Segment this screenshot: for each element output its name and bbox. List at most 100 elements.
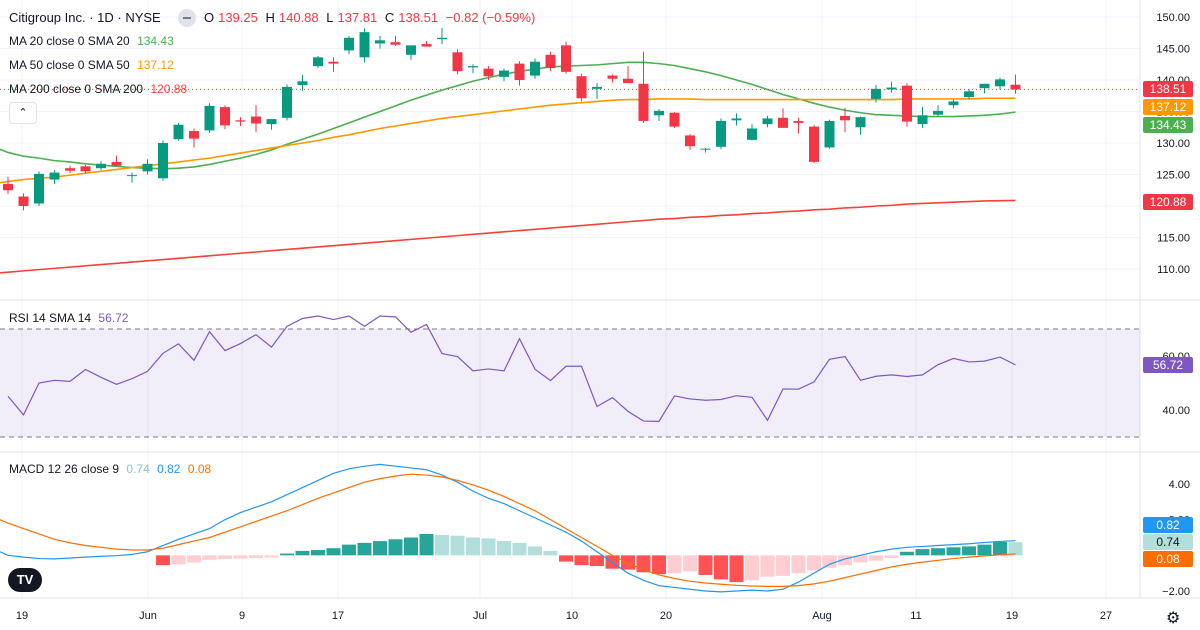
macd-histogram-bar [667,555,682,574]
macd-histogram-bar [962,546,976,556]
macd-hist-value: 0.74 [126,462,150,476]
candle-body [34,173,44,204]
macd-histogram-bar [652,555,666,575]
candle-body [561,45,571,72]
candle-body [809,126,819,162]
macd-histogram-bar [869,555,883,561]
candle-body [111,161,122,166]
candle-body [80,166,91,172]
macd-signal-line [0,473,1016,587]
chart-header: Citigroup Inc. · 1D · NYSE O 139.25 H 140.… [9,9,539,28]
macd-histogram-bar [1008,542,1023,556]
macd-histogram-bar [466,537,480,556]
symbol-title[interactable]: Citigroup Inc. · 1D · NYSE [9,10,161,26]
candle-body [406,45,416,55]
macd-histogram-bar [171,555,186,565]
chevron-up-icon[interactable]: ⌃ [9,102,37,124]
price-tick-label: 145.00 [1156,44,1190,56]
price-tick-label: 130.00 [1156,138,1190,150]
macd-tick-label: 4.00 [1169,479,1190,491]
candle-body [995,79,1005,87]
macd-histogram-bar [791,555,806,574]
candle-body [638,83,649,121]
macd-histogram-bar [481,538,496,556]
candle-body [251,116,261,124]
candle-body [685,135,695,147]
ma20-value: 134.43 [137,34,174,48]
legend-ma20[interactable]: MA 20 close 0 SMA 20 134.43 [9,34,178,48]
macd-histogram-bar [776,555,790,576]
price-tick-label: 115.00 [1157,233,1190,245]
candle-body [158,143,168,179]
candle-body [344,37,354,51]
legend-macd[interactable]: MACD 12 26 close 9 0.74 0.82 0.08 [9,462,215,476]
macd-histogram-bar [838,555,852,566]
candle-body [731,118,742,121]
macd-tick-label: −2.00 [1162,586,1190,598]
candle-body [1010,84,1021,90]
macd-histogram-bar [264,555,279,558]
candle-body [375,40,385,44]
macd-histogram-bar [745,555,759,581]
rsi-tick-label: 40.00 [1162,405,1190,417]
candle-body [18,196,29,206]
gear-icon[interactable]: ⚙ [1166,610,1181,627]
candle-body [716,120,726,147]
macd-histogram-bar [884,555,899,559]
macd-line-value: 0.82 [157,462,181,476]
macd-histogram-bar [357,542,372,556]
macd-histogram-bar [698,555,713,575]
macd-histogram-bar [574,555,589,566]
rsi-value: 56.72 [98,311,129,325]
candle-body [840,115,850,121]
high-label: H [265,10,275,26]
ma20-label: MA 20 close 0 SMA 20 [9,34,130,48]
candle-body [979,83,990,89]
candle-body [220,107,230,126]
macd-histogram-bar [295,550,310,556]
candle-body [483,68,494,77]
legend-ma200[interactable]: MA 200 close 0 SMA 200 120.88 [9,82,191,96]
time-tick-label: Jun [139,610,157,622]
macd-histogram-bar [621,555,635,570]
tradingview-logo[interactable]: TV [8,568,42,592]
candle-body [297,81,308,86]
macd-histogram-bar [326,548,341,556]
candle-body [390,42,401,45]
macd-label: MACD 12 26 close 9 [9,462,120,476]
legend-ma50[interactable]: MA 50 close 0 SMA 50 137.12 [9,58,178,72]
candle-body [127,175,137,177]
candle-body [700,148,711,150]
ma200-line [0,199,1016,274]
low-value: 137.81 [337,10,378,26]
candle-body [576,76,587,99]
rsi-value-tag: 56.72 [1143,357,1193,373]
candle-body [545,54,556,69]
candle-body [49,172,60,180]
candle-body [204,105,215,131]
candle-body [530,61,540,76]
time-tick-label: 10 [566,610,578,622]
macd-histogram-bar [559,555,573,562]
candle-body [173,124,184,140]
candle-body [142,163,153,172]
time-tick-label: 19 [1006,610,1018,622]
legend-rsi[interactable]: RSI 14 SMA 14 56.72 [9,311,132,325]
macd-histogram-bar [993,541,1007,556]
eye-icon[interactable] [178,9,197,27]
candle-body [824,120,835,148]
time-tick-label: 11 [910,610,921,622]
candle-body [328,61,339,64]
close-label: C [384,10,395,26]
rsi-band [0,329,1140,437]
macd-histogram-bar [512,542,527,556]
last-price-tag: 138.51 [1143,81,1193,97]
candle-body [871,88,881,99]
macd-histogram-bar [218,555,232,559]
macd-histogram-bar [156,555,170,566]
candle-body [3,183,13,191]
macd-histogram-bar [187,555,201,563]
time-tick-label: 20 [660,610,672,622]
macd-histogram-bar [419,533,434,556]
